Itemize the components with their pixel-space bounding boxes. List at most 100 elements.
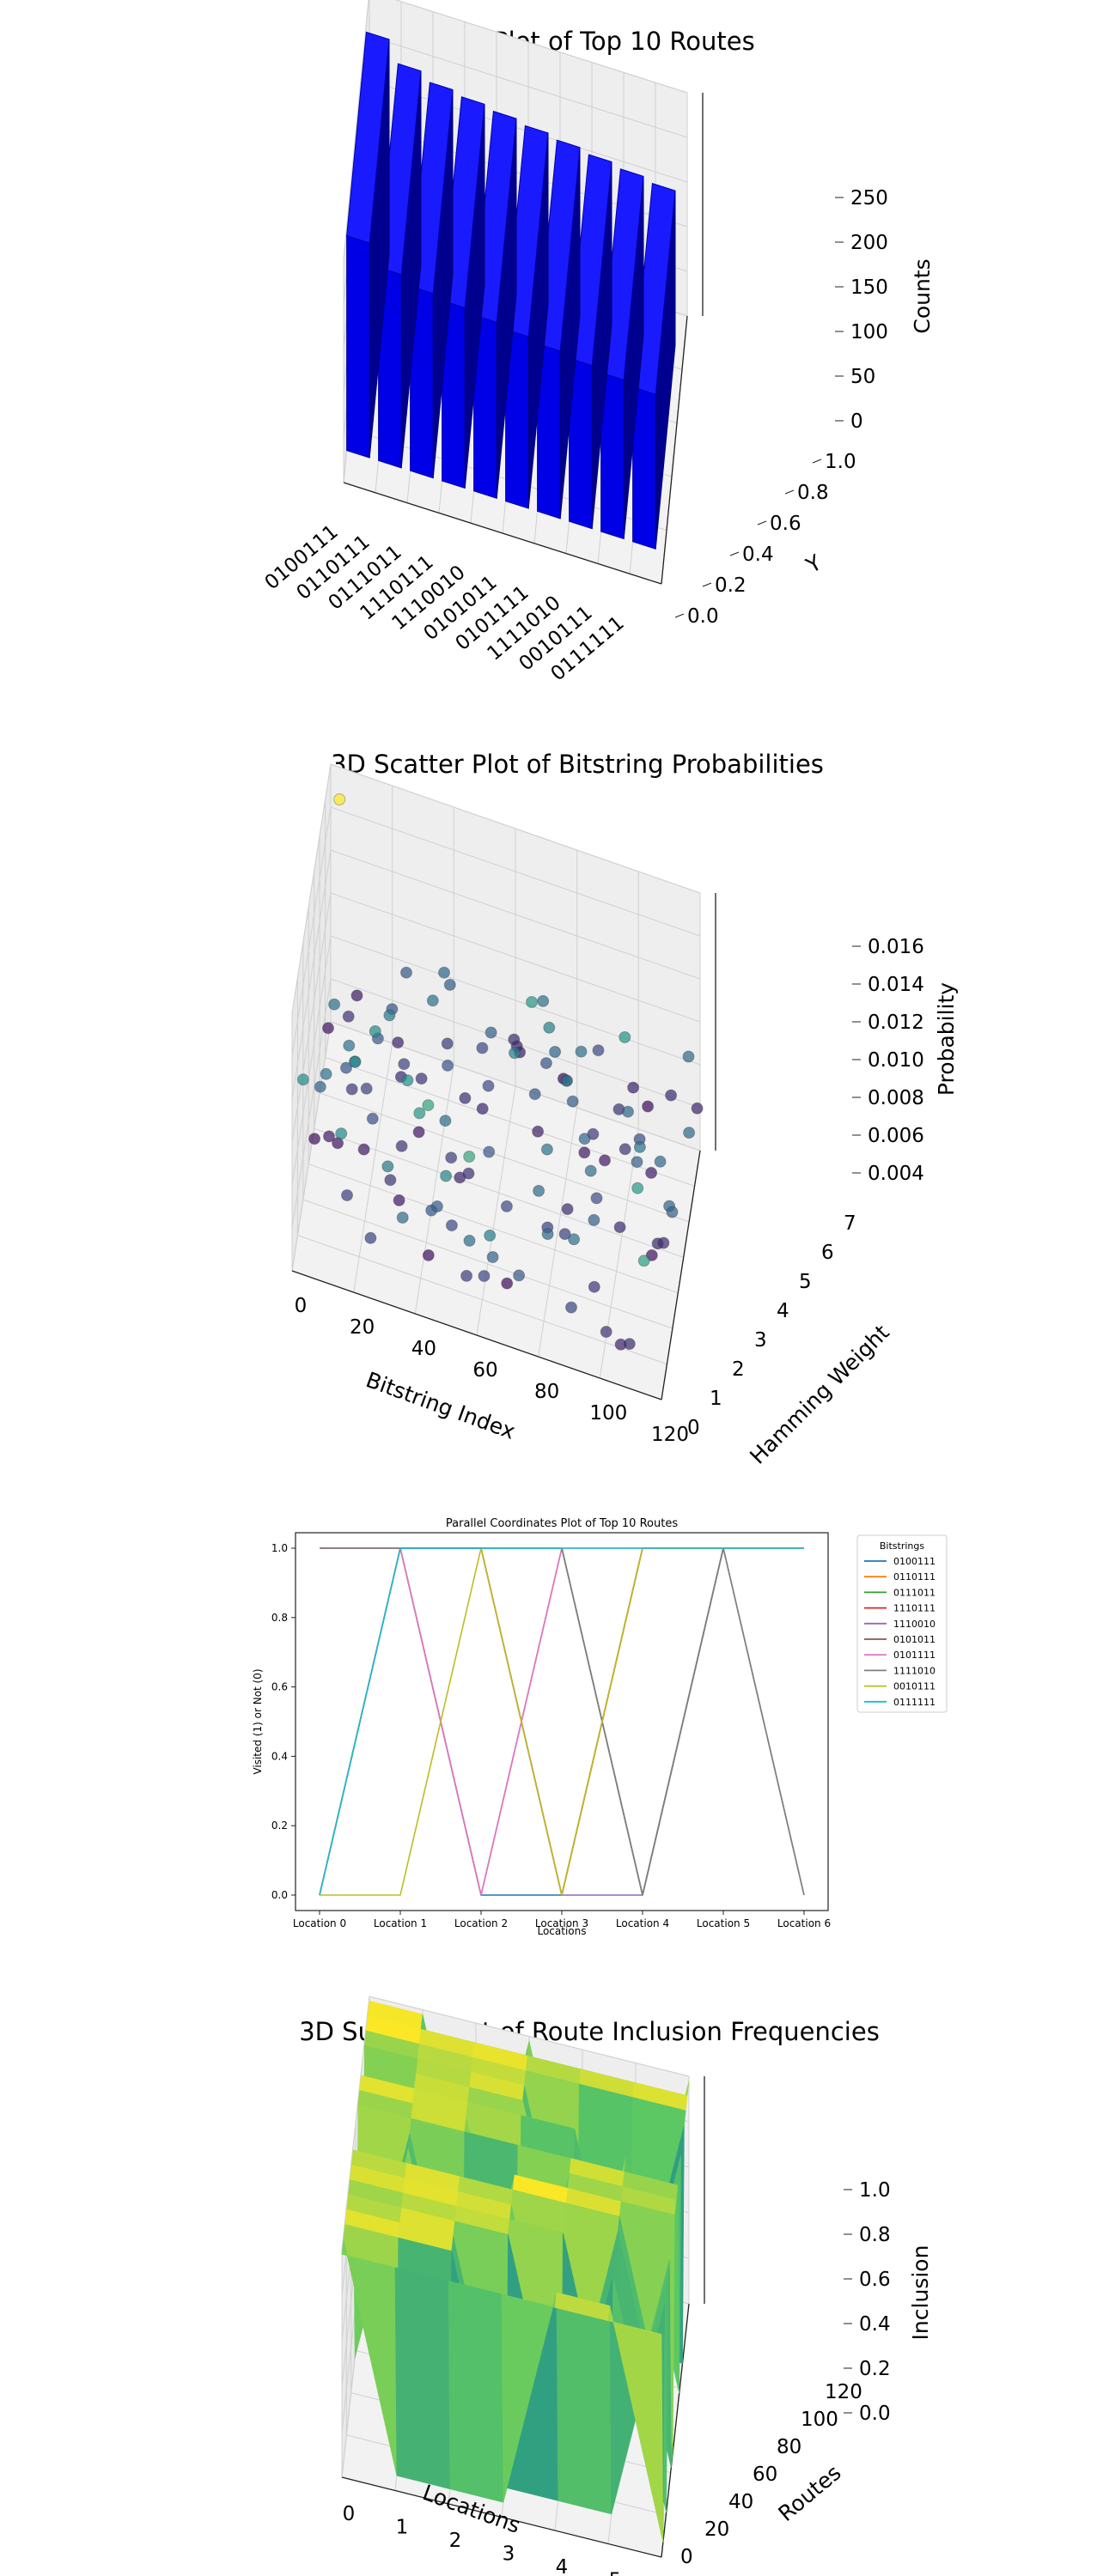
y-tick-label: 4	[777, 1300, 789, 1322]
scatter3d-grid-line	[291, 935, 701, 1186]
y-tick-label: 40	[728, 2491, 753, 2513]
scatter-point	[335, 1127, 348, 1140]
x-tick-label: 1	[396, 2517, 409, 2539]
bar-front-face	[346, 234, 370, 459]
scatter-point	[296, 1073, 309, 1086]
scatter-point	[345, 1083, 358, 1096]
scatter-point	[438, 966, 450, 979]
z-tick-label: 0.006	[868, 1125, 924, 1147]
scatter-point	[578, 1133, 591, 1145]
scatter-point	[426, 994, 439, 1007]
y-tick-label: 0	[687, 1417, 700, 1439]
scatter-point	[328, 998, 341, 1011]
scatter-point	[484, 1229, 497, 1242]
legend-entry: 0111011	[893, 1587, 935, 1598]
scatter-point	[308, 1133, 321, 1145]
z-tick-label: 0.004	[868, 1163, 924, 1185]
z-tick-label: 150	[850, 276, 888, 299]
scatter-point	[360, 1082, 373, 1095]
legend-entry: 0110111	[893, 1571, 935, 1583]
y-tick-label: 100	[801, 2409, 838, 2431]
x-tick-label: 20	[350, 1316, 375, 1339]
series-line	[319, 1547, 804, 1896]
y-tick-label: 3	[754, 1329, 767, 1352]
scatter-point	[440, 1170, 453, 1182]
z-tick-label: 0.012	[868, 1012, 924, 1034]
z-tick-label: 0.2	[859, 2358, 891, 2380]
scatter-point	[383, 1009, 396, 1022]
scatter-point	[463, 1151, 476, 1163]
series-line	[319, 1547, 804, 1896]
x-tick-label: Location 3	[535, 1917, 588, 1929]
x-tick-label: 100	[589, 1402, 627, 1425]
scatter-point	[501, 1277, 514, 1290]
scatter-point	[483, 1145, 496, 1158]
legend-title: Bitstrings	[880, 1540, 924, 1552]
scatter-point	[509, 1047, 521, 1060]
y-tick-label: 1.0	[825, 451, 856, 473]
scatter-point	[395, 1139, 408, 1152]
y-axis-label: Routes	[773, 2460, 845, 2526]
legend-entry: 1110010	[893, 1619, 935, 1630]
scatter-point	[633, 1140, 646, 1153]
y-axis-label: Y	[801, 550, 826, 579]
surface3d-y-axis-line	[661, 2303, 690, 2558]
scatter3d-grid-line	[291, 806, 701, 1057]
scatter-point	[558, 1228, 571, 1241]
scatter-point	[599, 1154, 611, 1167]
y-tick-label: 0.6	[770, 513, 801, 535]
surface-facet	[394, 2267, 451, 2489]
scatter-point	[619, 1143, 631, 1156]
y-tick-label: 120	[825, 2381, 862, 2403]
z-axis-label: Inclusion	[908, 2245, 933, 2341]
series-line	[320, 1547, 804, 1896]
y-tick-label: 0.2	[715, 574, 747, 597]
scatter-point	[622, 1105, 634, 1118]
legend-entry: 0100111	[893, 1556, 935, 1567]
scatter-point	[532, 1125, 545, 1138]
scatter-point	[422, 1099, 435, 1112]
bar3d-plot: 3D Bar Plot of Top 10 Routes050100150200…	[260, 0, 935, 685]
scatter-point	[422, 1249, 435, 1261]
plot-area	[295, 1532, 829, 1911]
legend-entry: 1110111	[893, 1603, 935, 1614]
z-tick-label: 0.0	[859, 2403, 891, 2425]
z-tick-label: 0.8	[859, 2224, 891, 2246]
scatter-point	[476, 1042, 489, 1054]
x-tick-label: 2	[449, 2530, 462, 2552]
z-tick-label: 0.4	[859, 2313, 891, 2336]
y-tick-label: 0.0	[271, 1889, 288, 1901]
scatter-point	[526, 996, 538, 1008]
scatter-point	[568, 1233, 581, 1246]
scatter-point	[500, 1200, 513, 1212]
scatter-point	[342, 1010, 355, 1023]
z-tick-label: 0.016	[868, 936, 924, 958]
x-tick-label: 5	[609, 2570, 622, 2576]
z-tick-label: 0	[850, 410, 863, 433]
scatter-point	[566, 1095, 579, 1108]
scatter-point	[513, 1269, 526, 1282]
scatter-point	[619, 1031, 631, 1043]
scatter3d-plot: 3D Scatter Plot of Bitstring Probabiliti…	[291, 750, 959, 1469]
scatter-point	[600, 1326, 612, 1338]
y-tick-mark	[674, 613, 685, 618]
scatter-point	[541, 1228, 554, 1241]
scatter-point	[463, 1234, 476, 1247]
scatter-point	[560, 1074, 573, 1087]
z-tick-label: 100	[850, 321, 888, 343]
scatter-point	[366, 1112, 379, 1125]
surface3d-plot: 3D Surface Plot of Route Inclusion Frequ…	[299, 1996, 933, 2576]
scatter3d-y-axis-line	[661, 1150, 701, 1400]
x-tick-label: 3	[503, 2543, 515, 2566]
x-tick-label: 4	[556, 2556, 569, 2576]
scatter3d-grid-line	[291, 763, 701, 1014]
scatter-point	[565, 1301, 577, 1314]
y-tick-label: 2	[732, 1358, 745, 1381]
bar3d-grid-line	[343, 0, 688, 260]
scatter-point	[462, 1167, 475, 1180]
series-line	[319, 1547, 804, 1896]
scatter-point	[666, 1206, 679, 1218]
y-tick-label: 6	[821, 1242, 834, 1264]
legend-entry: 1111010	[893, 1665, 935, 1676]
scatter-point	[369, 1025, 381, 1037]
